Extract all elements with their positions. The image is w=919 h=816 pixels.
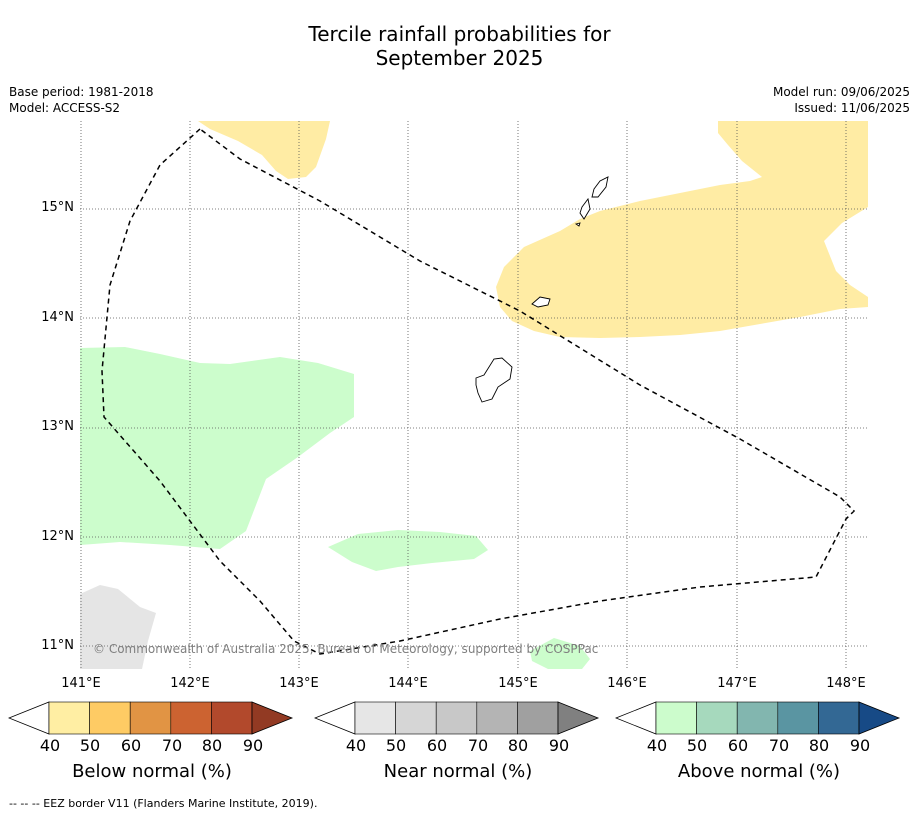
colorbar-max-extend (251, 701, 294, 735)
colorbar-swatch (129, 701, 172, 735)
map-panel (80, 121, 868, 669)
cbar-tick: 40 (646, 736, 668, 755)
lon-tick-146: 146°E (607, 676, 647, 691)
colorbar-swatch (777, 701, 819, 735)
island-outlines (475, 176, 609, 403)
island-rota (531, 296, 551, 308)
colorbar-swatch (89, 701, 131, 735)
cbar-tick: 90 (548, 736, 570, 755)
island-guam (475, 357, 513, 403)
cbar-tick: 60 (727, 736, 749, 755)
colorbar-min-extend (8, 701, 50, 735)
colorbar-swatch (517, 701, 559, 735)
below-normal-region-north (198, 121, 330, 179)
colorbar-max-extend (858, 701, 901, 735)
colorbar-swatch (696, 701, 738, 735)
lat-tick-12: 12°N (41, 529, 74, 544)
lon-tick-148: 148°E (826, 676, 866, 691)
cbar-tick: 80 (808, 736, 830, 755)
colorbar-swatch (354, 701, 396, 735)
island-saipan (591, 176, 609, 198)
lat-tick-13: 13°N (41, 419, 74, 434)
above-normal-region-west (80, 347, 354, 549)
island-tinian (579, 197, 591, 220)
eez-border (101, 128, 856, 655)
island-aguijan (574, 222, 581, 227)
above-normal-colorbar (615, 701, 901, 735)
colorbar-swatch (655, 701, 697, 735)
cbar-tick: 50 (79, 736, 101, 755)
colorbar-swatch (818, 701, 860, 735)
colorbar-swatch (395, 701, 437, 735)
colorbar-swatch (170, 701, 212, 735)
cbar-tick: 70 (161, 736, 183, 755)
cbar-tick: 60 (426, 736, 448, 755)
colorbar-swatch (211, 701, 253, 735)
title-line-1: Tercile rainfall probabilities for (308, 22, 611, 46)
cbar-tick: 80 (201, 736, 223, 755)
cbar-tick: 50 (686, 736, 708, 755)
lat-tick-11: 11°N (41, 638, 74, 653)
cbar-tick: 70 (768, 736, 790, 755)
colorbar-min-extend (314, 701, 356, 735)
colorbar-max-extend (557, 701, 600, 735)
near-normal-colorbar (314, 701, 600, 735)
model-run: Model run: 09/06/2025 (772, 85, 910, 99)
cbar-tick: 50 (385, 736, 407, 755)
cbar-tick: 40 (39, 736, 61, 755)
below-normal-colorbar (8, 701, 294, 735)
lon-tick-147: 147°E (717, 676, 757, 691)
colorbar-swatch (736, 701, 779, 735)
cbar-tick: 90 (849, 736, 871, 755)
title-line-2: September 2025 (375, 46, 544, 70)
cbar-tick: 40 (345, 736, 367, 755)
lat-tick-15: 15°N (41, 200, 74, 215)
cbar-tick: 70 (467, 736, 489, 755)
lon-tick-145: 145°E (498, 676, 538, 691)
near-normal-label: Near normal (%) (383, 761, 533, 782)
copyright-notice: © Commonwealth of Australia 2025, Bureau… (93, 642, 599, 656)
colorbar-min-extend (615, 701, 657, 735)
below-normal-region-east (496, 121, 868, 338)
lon-tick-141: 141°E (61, 676, 101, 691)
cbar-tick: 90 (242, 736, 264, 755)
base-period: Base period: 1981-2018 (9, 85, 154, 99)
map-gridlines (80, 121, 868, 669)
lon-tick-144: 144°E (388, 676, 428, 691)
above-normal-label: Above normal (%) (677, 761, 841, 782)
cbar-tick: 60 (120, 736, 142, 755)
issued-date: Issued: 11/06/2025 (794, 101, 910, 115)
lat-tick-14: 14°N (41, 310, 74, 325)
lon-tick-143: 143°E (279, 676, 319, 691)
colorbar-swatch (476, 701, 518, 735)
eez-legend-note: -- -- -- EEZ border V11 (Flanders Marine… (9, 797, 318, 810)
map-title: Tercile rainfall probabilities for Septe… (0, 22, 919, 70)
base-period-info: Base period: 1981-2018 Model: ACCESS-S2 (9, 84, 154, 116)
model-name: Model: ACCESS-S2 (9, 101, 121, 115)
run-info: Model run: 09/06/2025 Issued: 11/06/2025 (773, 84, 910, 116)
colorbar-swatch (435, 701, 478, 735)
lon-tick-142: 142°E (170, 676, 210, 691)
cbar-tick: 80 (507, 736, 529, 755)
colorbar-swatch (48, 701, 90, 735)
near-normal-region (80, 585, 156, 669)
below-normal-label: Below normal (%) (72, 761, 232, 782)
